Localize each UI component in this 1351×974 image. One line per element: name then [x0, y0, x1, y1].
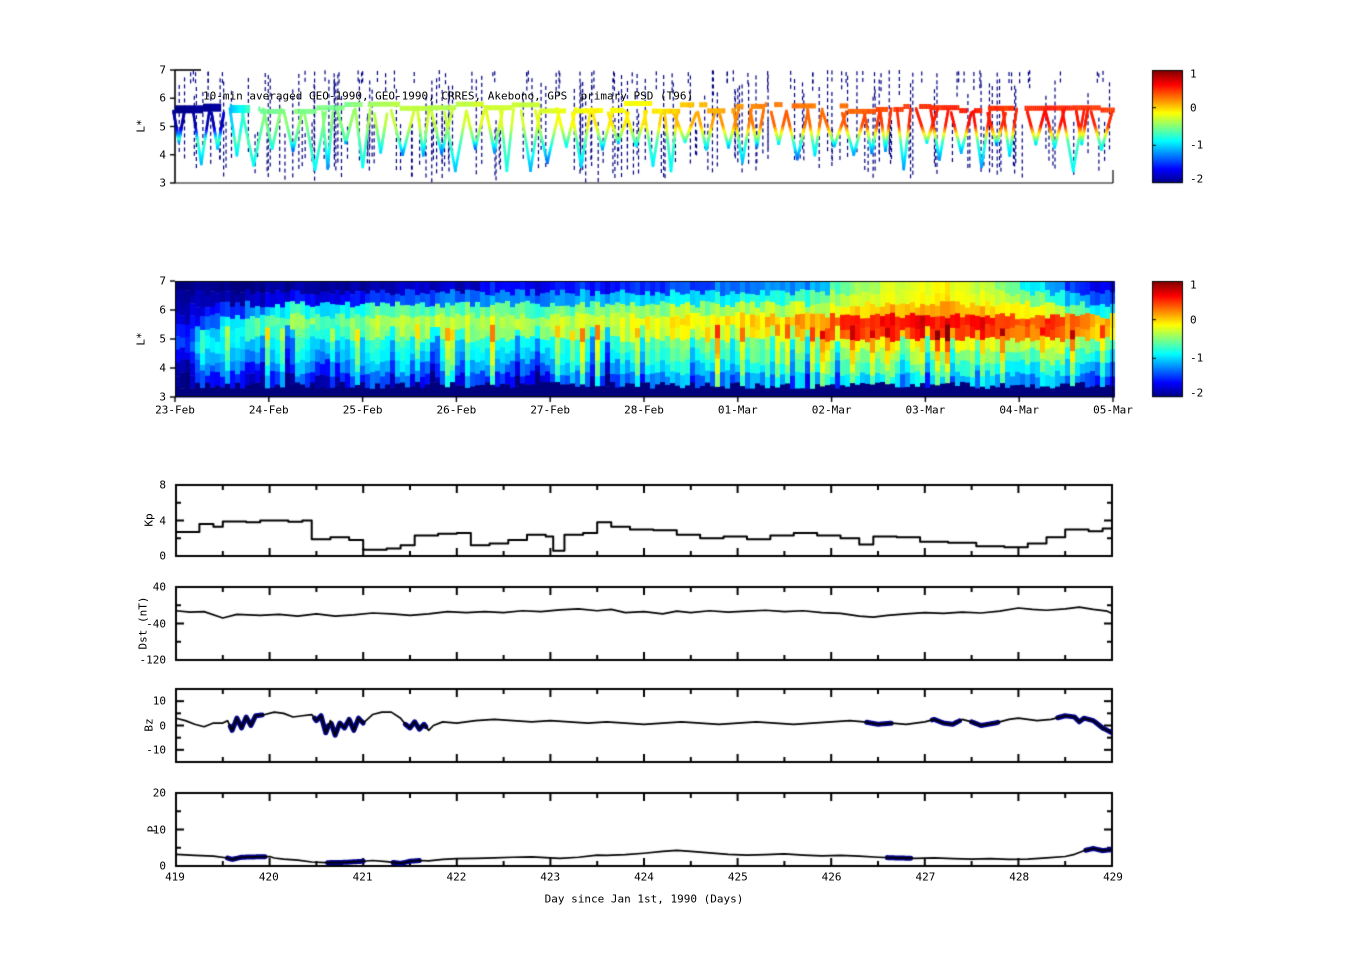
- y-tick-label: 0: [159, 549, 166, 563]
- y-tick-label: 5: [159, 120, 166, 133]
- date-tick-label: 27-Feb: [530, 403, 571, 417]
- y-tick-label: 10: [152, 694, 166, 708]
- date-tick-label: 23-Feb: [155, 403, 195, 417]
- colorbar-tick-label: 1: [1190, 67, 1197, 81]
- y-tick-label: 7: [159, 274, 166, 288]
- y-tick-label: 0: [159, 719, 166, 732]
- y-tick-label: 4: [159, 148, 166, 162]
- date-tick-label: 04-Mar: [999, 403, 1040, 417]
- x-tick-label: 428: [1009, 870, 1030, 884]
- colorbar-tick-label: 0: [1190, 101, 1197, 115]
- y-tick-label: 7: [159, 63, 166, 77]
- date-tick-label: 01-Mar: [717, 403, 758, 417]
- y-tick-label: 3: [159, 176, 166, 190]
- y-tick-label: 40: [152, 580, 166, 594]
- y-tick-label: 8: [159, 478, 166, 492]
- date-tick-label: 24-Feb: [248, 403, 289, 417]
- y-tick-label: 10: [152, 823, 166, 836]
- date-tick-label: 03-Mar: [905, 403, 946, 417]
- y-tick-label: 0: [159, 859, 166, 873]
- plot-title: 10-min averaged GEO-1990, GEO-1990, CRRE…: [203, 89, 694, 103]
- x-tick-label: 425: [727, 870, 748, 884]
- x-tick-label: 422: [446, 870, 467, 884]
- date-tick-label: 25-Feb: [342, 403, 383, 417]
- date-tick-label: 02-Mar: [811, 403, 852, 417]
- y-tick-label: 5: [159, 332, 166, 346]
- y-tick-label: 6: [159, 303, 166, 317]
- y-tick-label: 6: [159, 91, 166, 105]
- y-tick-label: -120: [139, 653, 167, 667]
- colorbar-tick-label: -2: [1190, 172, 1204, 186]
- y-tick-label: 20: [152, 786, 166, 800]
- x-tick-label: 429: [1103, 870, 1123, 884]
- y-tick-label: 4: [159, 361, 166, 375]
- y-tick-label: -40: [146, 617, 166, 630]
- x-tick-label: 424: [634, 870, 654, 884]
- date-tick-label: 05-Mar: [1093, 403, 1133, 417]
- colorbar-tick-label: 0: [1190, 313, 1197, 327]
- x-tick-label: 423: [540, 870, 561, 884]
- date-tick-label: 28-Feb: [624, 403, 664, 417]
- x-tick-label: 426: [821, 870, 842, 884]
- colorbar-tick-label: -1: [1190, 351, 1204, 365]
- x-tick-label: 420: [258, 870, 279, 884]
- colorbar-tick-label: 1: [1190, 278, 1197, 292]
- x-axis-label: Day since Jan 1st, 1990 (Days): [544, 892, 744, 906]
- y-axis-label-kp: Kp: [142, 513, 156, 527]
- colorbar-tick-label: -2: [1190, 386, 1204, 400]
- y-tick-label: 4: [159, 514, 166, 527]
- y-axis-label-bz: Bz: [142, 718, 156, 732]
- x-tick-label: 421: [352, 870, 373, 884]
- y-axis-label-lstar-model: L*: [134, 332, 148, 346]
- y-tick-label: -10: [146, 743, 166, 757]
- date-tick-label: 26-Feb: [436, 403, 477, 417]
- y-axis-label-lstar-top: L*: [134, 119, 148, 133]
- colorbar-tick-label: -1: [1190, 138, 1204, 152]
- y-tick-label: 3: [159, 390, 166, 404]
- x-tick-label: 419: [165, 870, 185, 884]
- x-tick-label: 427: [915, 870, 936, 884]
